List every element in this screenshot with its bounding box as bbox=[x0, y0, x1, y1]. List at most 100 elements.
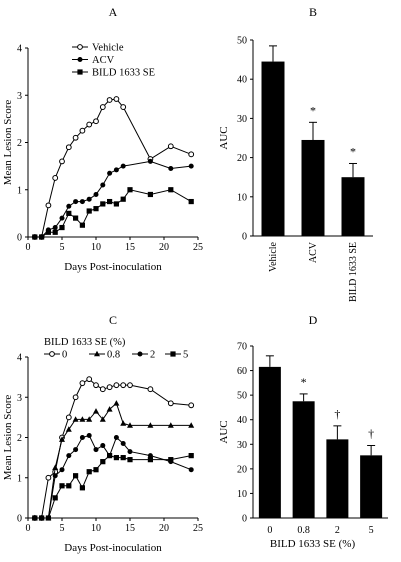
panel-a-data-point bbox=[188, 151, 195, 158]
panel-a-data-point bbox=[73, 215, 79, 221]
panel-d-y-tick-label: 50 bbox=[237, 391, 247, 402]
panel-c-data-point bbox=[72, 416, 79, 422]
panel-c-data-point bbox=[127, 382, 133, 389]
panel-a-x-tick-label: 10 bbox=[91, 242, 101, 253]
panel-d-bar bbox=[360, 455, 383, 518]
panel-a-data-point bbox=[107, 198, 113, 205]
panel-a-data-point bbox=[32, 234, 38, 240]
panel-c-data-point bbox=[127, 422, 133, 428]
panel-c-data-point bbox=[59, 467, 65, 473]
panel-a-data-point bbox=[106, 97, 113, 103]
panel-c-legend-entry: 0 bbox=[62, 350, 67, 361]
panel-d-category-label: 5 bbox=[369, 525, 374, 536]
panel-a: A 0 1 2 3 4 0 5 10 15 20 25 Days Post-inoculation Mea… bbox=[2, 5, 203, 273]
panel-c-data-point bbox=[100, 443, 106, 449]
panel-c-y-label: Mean Lesion Score bbox=[2, 395, 14, 481]
panel-a-data-point bbox=[99, 104, 106, 110]
panel-b-category-label: BILD 1633 SE bbox=[348, 242, 359, 302]
panel-c-data-point bbox=[120, 441, 126, 447]
panel-c-x-tick-label: 5 bbox=[60, 523, 65, 534]
panel-c-legend-marker bbox=[94, 350, 100, 357]
panel-a-data-point bbox=[39, 234, 45, 240]
panel-a-data-point bbox=[127, 187, 133, 193]
panel-d-y-tick-label: 0 bbox=[242, 514, 247, 525]
panel-a-data-point bbox=[52, 175, 59, 181]
panel-b-y-tick-label: 40 bbox=[237, 75, 247, 86]
panel-b-bar bbox=[341, 177, 365, 236]
panel-d-y-label: AUC bbox=[218, 420, 230, 443]
panel-c-data-point bbox=[120, 455, 126, 461]
panel-c-data-point bbox=[86, 376, 93, 383]
panel-b-significance-mark: * bbox=[350, 144, 356, 158]
panel-c-data-point bbox=[52, 464, 59, 470]
panel-a-data-point bbox=[86, 121, 93, 128]
panel-b-y-tick-label: 20 bbox=[237, 153, 247, 164]
panel-a-data-point bbox=[66, 210, 72, 216]
panel-c-data-point bbox=[86, 469, 92, 475]
panel-a-data-point bbox=[120, 163, 126, 169]
panel-a-label: A bbox=[109, 5, 118, 19]
panel-c-y-tick-label: 4 bbox=[17, 353, 22, 364]
panel-a-data-point bbox=[66, 203, 72, 209]
panel-c-data-point bbox=[72, 394, 79, 401]
panel-a-series-2 bbox=[32, 158, 194, 240]
panel-c-data-point bbox=[106, 384, 113, 391]
panel-a-data-point bbox=[120, 104, 127, 110]
panel-a-x-tick-label: 0 bbox=[26, 242, 31, 253]
panel-c-y-tick-label: 3 bbox=[17, 393, 22, 404]
panel-c-y-tick-label: 1 bbox=[17, 473, 22, 484]
panel-a-data-point bbox=[147, 158, 153, 164]
panel-c-data-point bbox=[73, 473, 79, 479]
panel-a-data-point bbox=[59, 224, 65, 231]
panel-c-data-point bbox=[52, 473, 58, 479]
panel-c-data-point bbox=[79, 380, 86, 387]
panel-c-y-tick-label: 0 bbox=[17, 514, 22, 525]
panel-c-legend-marker bbox=[170, 351, 176, 357]
panel-c-data-point bbox=[127, 449, 133, 455]
panel-a-legend-entry: BILD 1633 SE bbox=[92, 68, 155, 79]
panel-c-data-point bbox=[73, 447, 79, 453]
panel-b-category-label: Vehicle bbox=[268, 241, 279, 272]
panel-d-y-tick-label: 20 bbox=[237, 464, 247, 475]
panel-b-bar bbox=[261, 61, 285, 237]
panel-a-data-point bbox=[100, 201, 106, 207]
panel-c-x-tick-label: 15 bbox=[125, 523, 135, 534]
panel-a-legend-marker bbox=[77, 69, 83, 75]
panel-c-data-point bbox=[59, 436, 65, 442]
panel-a-y-tick-label: 3 bbox=[17, 91, 22, 102]
panel-b-y-tick-label: 50 bbox=[237, 36, 247, 47]
panel-d-y-tick-label: 60 bbox=[237, 366, 247, 377]
panel-c-series-line bbox=[34, 455, 192, 519]
panel-a-x-label: Days Post-inoculation bbox=[64, 261, 162, 273]
panel-b-label: B bbox=[309, 5, 317, 19]
panel-d-bar bbox=[258, 366, 281, 518]
panel-c-data-point bbox=[167, 422, 174, 428]
panel-a-data-point bbox=[168, 187, 174, 193]
panel-b-y-tick-label: 0 bbox=[242, 232, 247, 243]
panel-a-data-point bbox=[100, 182, 106, 188]
panel-c-data-point bbox=[168, 457, 174, 463]
panel-c-data-point bbox=[188, 467, 194, 473]
panel-c-data-point bbox=[147, 457, 153, 463]
panel-a-series-3 bbox=[32, 187, 194, 240]
panel-d: D 0 10 20 30 40 50 60 70 AUC 0 * 0.8 † 2 † 5 BILD 1633 SE… bbox=[218, 313, 388, 550]
panel-c-data-point bbox=[147, 453, 153, 459]
panel-c-legend-entry: 5 bbox=[183, 350, 188, 361]
panel-b-y-tick-label: 10 bbox=[237, 192, 247, 203]
panel-a-data-point bbox=[45, 202, 52, 209]
panel-a-data-point bbox=[59, 158, 65, 165]
panel-a-data-point bbox=[45, 229, 51, 235]
panel-c-data-point bbox=[106, 406, 113, 412]
panel-c-data-point bbox=[59, 483, 65, 489]
panel-a-data-point bbox=[113, 96, 120, 102]
panel-c-series-3 bbox=[32, 432, 194, 521]
panel-c-data-point bbox=[79, 435, 85, 440]
panel-c-legend-entry: 0.8 bbox=[107, 350, 120, 361]
panel-a-data-point bbox=[167, 143, 174, 150]
panel-a-data-point bbox=[93, 206, 99, 212]
panel-a-data-point bbox=[79, 127, 86, 134]
panel-a-data-point bbox=[188, 163, 194, 169]
panel-c-x-tick-label: 20 bbox=[159, 523, 169, 534]
panel-c-data-point bbox=[86, 432, 92, 438]
